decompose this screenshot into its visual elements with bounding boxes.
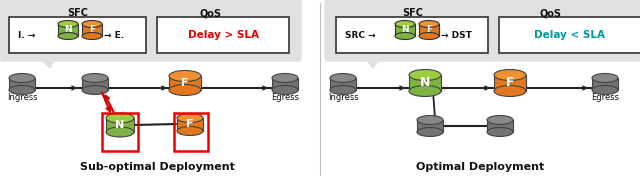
Text: SFC: SFC bbox=[67, 8, 88, 18]
Text: N: N bbox=[115, 120, 125, 130]
FancyBboxPatch shape bbox=[499, 17, 640, 53]
Text: F: F bbox=[186, 119, 194, 129]
Polygon shape bbox=[409, 75, 441, 91]
Ellipse shape bbox=[169, 71, 201, 82]
Ellipse shape bbox=[106, 127, 134, 137]
Text: QoS: QoS bbox=[539, 8, 561, 18]
Polygon shape bbox=[330, 78, 356, 90]
Text: F: F bbox=[181, 78, 189, 88]
Ellipse shape bbox=[177, 127, 203, 136]
FancyBboxPatch shape bbox=[9, 17, 146, 53]
Ellipse shape bbox=[330, 86, 356, 94]
Ellipse shape bbox=[82, 86, 108, 94]
Text: → E.: → E. bbox=[104, 30, 124, 39]
Text: SFC: SFC bbox=[403, 8, 424, 18]
Ellipse shape bbox=[494, 86, 526, 96]
Ellipse shape bbox=[272, 86, 298, 94]
Polygon shape bbox=[9, 78, 35, 90]
Ellipse shape bbox=[592, 86, 618, 94]
Polygon shape bbox=[592, 78, 618, 90]
Polygon shape bbox=[58, 24, 78, 36]
Ellipse shape bbox=[409, 86, 441, 96]
Polygon shape bbox=[177, 118, 203, 131]
Ellipse shape bbox=[58, 33, 78, 39]
Polygon shape bbox=[82, 78, 108, 90]
Polygon shape bbox=[272, 78, 298, 90]
FancyBboxPatch shape bbox=[336, 17, 488, 53]
Ellipse shape bbox=[487, 116, 513, 125]
Polygon shape bbox=[365, 58, 380, 68]
Ellipse shape bbox=[82, 73, 108, 82]
Ellipse shape bbox=[272, 73, 298, 82]
Ellipse shape bbox=[494, 69, 526, 80]
FancyBboxPatch shape bbox=[325, 0, 640, 61]
Ellipse shape bbox=[9, 73, 35, 82]
Ellipse shape bbox=[82, 33, 102, 39]
Text: Delay > SLA: Delay > SLA bbox=[188, 30, 259, 40]
FancyBboxPatch shape bbox=[0, 0, 301, 61]
Text: Ingress: Ingress bbox=[6, 93, 37, 102]
Text: SRC →: SRC → bbox=[345, 30, 376, 39]
Polygon shape bbox=[169, 76, 201, 90]
Text: N: N bbox=[420, 76, 430, 89]
Text: N: N bbox=[401, 26, 409, 35]
Ellipse shape bbox=[395, 21, 415, 28]
Text: Delay < SLA: Delay < SLA bbox=[534, 30, 605, 40]
Polygon shape bbox=[106, 118, 134, 132]
Polygon shape bbox=[494, 75, 526, 91]
Text: F: F bbox=[506, 76, 515, 89]
Polygon shape bbox=[419, 24, 439, 36]
Polygon shape bbox=[82, 24, 102, 36]
Ellipse shape bbox=[169, 84, 201, 96]
Text: → DST: → DST bbox=[441, 30, 472, 39]
Ellipse shape bbox=[419, 33, 439, 39]
Text: Egress: Egress bbox=[271, 93, 299, 102]
Text: Optimal Deployment: Optimal Deployment bbox=[416, 162, 544, 172]
Ellipse shape bbox=[330, 73, 356, 82]
Text: F: F bbox=[426, 26, 432, 35]
FancyBboxPatch shape bbox=[157, 17, 289, 53]
Text: N: N bbox=[64, 26, 72, 35]
Ellipse shape bbox=[106, 113, 134, 123]
Ellipse shape bbox=[417, 127, 443, 136]
Ellipse shape bbox=[58, 21, 78, 28]
Ellipse shape bbox=[419, 21, 439, 28]
Ellipse shape bbox=[9, 86, 35, 94]
Ellipse shape bbox=[395, 33, 415, 39]
Text: Egress: Egress bbox=[591, 93, 619, 102]
Ellipse shape bbox=[487, 127, 513, 136]
Text: F: F bbox=[89, 26, 95, 35]
Text: I. →: I. → bbox=[18, 30, 35, 39]
Text: Ingress: Ingress bbox=[328, 93, 358, 102]
Ellipse shape bbox=[82, 21, 102, 28]
Polygon shape bbox=[40, 58, 55, 68]
Ellipse shape bbox=[177, 114, 203, 123]
Ellipse shape bbox=[417, 116, 443, 125]
Polygon shape bbox=[487, 120, 513, 132]
Polygon shape bbox=[417, 120, 443, 132]
Text: Sub-optimal Deployment: Sub-optimal Deployment bbox=[79, 162, 234, 172]
Ellipse shape bbox=[409, 69, 441, 80]
Text: QoS: QoS bbox=[199, 8, 221, 18]
Polygon shape bbox=[395, 24, 415, 36]
Ellipse shape bbox=[592, 73, 618, 82]
